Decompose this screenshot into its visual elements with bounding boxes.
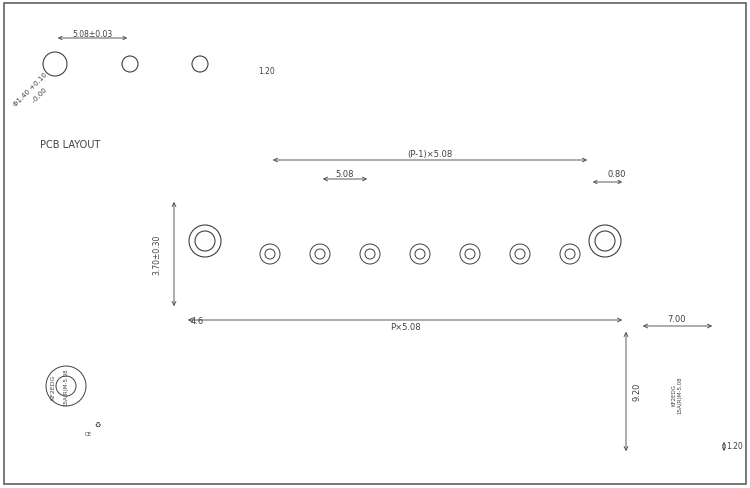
Bar [258, 291, 282, 304]
Circle shape [56, 376, 76, 396]
Circle shape [465, 249, 475, 260]
Text: 1.20: 1.20 [258, 67, 274, 76]
Bar [462, 209, 478, 218]
Circle shape [122, 57, 138, 73]
Bar [408, 291, 432, 304]
Bar [301, 209, 339, 299]
Bar [562, 209, 578, 218]
Text: CE: CE [85, 431, 92, 437]
Text: (P-1)×5.08: (P-1)×5.08 [407, 150, 452, 159]
Circle shape [595, 231, 615, 251]
Text: -0.00: -0.00 [22, 86, 48, 113]
Bar [185, 200, 625, 309]
Bar [640, 334, 715, 454]
Text: 3.70±0.30: 3.70±0.30 [152, 234, 161, 275]
Circle shape [515, 249, 525, 260]
Circle shape [265, 249, 275, 260]
Bar [501, 209, 539, 299]
Bar [412, 209, 428, 218]
Bar [558, 291, 582, 304]
Text: 5.08: 5.08 [336, 170, 354, 179]
Text: ♻: ♻ [95, 421, 101, 427]
Bar [508, 291, 532, 304]
Circle shape [510, 244, 530, 264]
Text: KF2EDG: KF2EDG [50, 373, 55, 399]
Text: 5.08±0.03: 5.08±0.03 [73, 30, 112, 40]
Bar [308, 291, 332, 304]
Bar [200, 329, 615, 454]
Bar [451, 209, 489, 299]
Circle shape [365, 249, 375, 260]
Bar [251, 209, 289, 299]
Text: Φ1.40 +0.10: Φ1.40 +0.10 [12, 72, 48, 108]
Circle shape [410, 244, 430, 264]
Circle shape [415, 249, 425, 260]
Bar [401, 209, 439, 299]
Circle shape [315, 249, 325, 260]
Circle shape [189, 225, 221, 258]
Bar [512, 209, 528, 218]
Text: 4.6: 4.6 [190, 317, 204, 326]
Bar [8, 319, 165, 454]
Circle shape [260, 244, 280, 264]
Circle shape [589, 225, 621, 258]
Circle shape [192, 57, 208, 73]
Text: 1.20: 1.20 [727, 442, 743, 450]
Text: PCB LAYOUT: PCB LAYOUT [40, 140, 101, 150]
Text: 15A(R)M-5.08: 15A(R)M-5.08 [64, 367, 68, 405]
Circle shape [195, 231, 215, 251]
Bar [8, 15, 253, 130]
Text: 9.20: 9.20 [632, 382, 641, 400]
Circle shape [46, 366, 86, 406]
Bar [551, 209, 589, 299]
Circle shape [460, 244, 480, 264]
Circle shape [310, 244, 330, 264]
Text: KF2EDG
15A(R)M-5.08: KF2EDG 15A(R)M-5.08 [671, 375, 682, 413]
Bar [362, 209, 378, 218]
Bar [351, 209, 389, 299]
Circle shape [560, 244, 580, 264]
Circle shape [565, 249, 575, 260]
Text: 7.00: 7.00 [668, 315, 686, 324]
Text: P×5.08: P×5.08 [390, 323, 420, 332]
Circle shape [43, 53, 67, 77]
Bar [262, 209, 278, 218]
Circle shape [360, 244, 380, 264]
Bar [458, 291, 482, 304]
Text: 0.80: 0.80 [608, 170, 626, 179]
Bar [358, 291, 382, 304]
Bar [312, 209, 328, 218]
